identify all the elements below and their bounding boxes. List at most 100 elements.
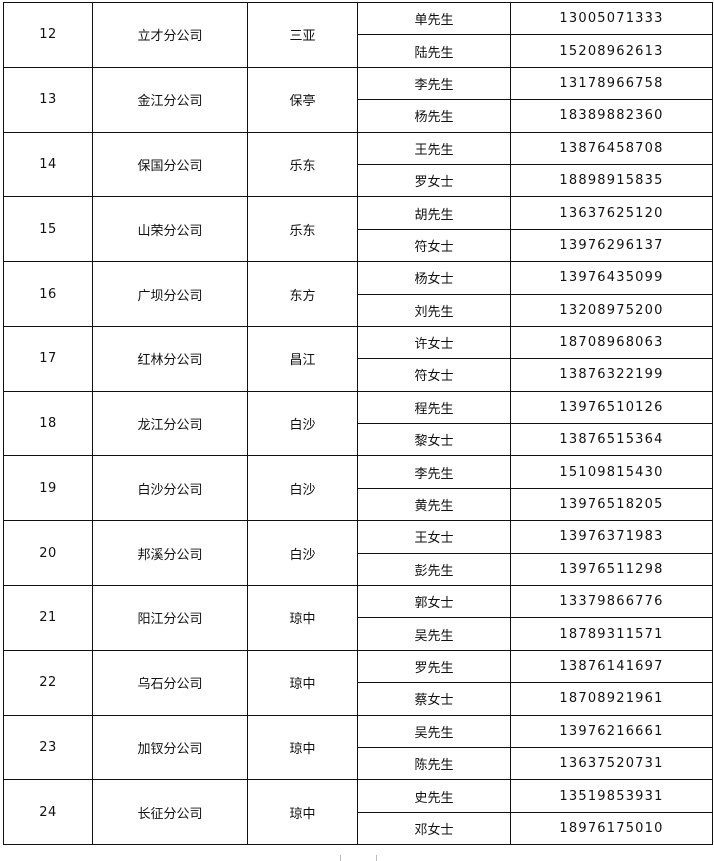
contact-phone: 13876322199 (510, 358, 713, 392)
contact-phone: 13976518205 (510, 487, 713, 522)
branch-name: 阳江分公司 (92, 585, 248, 651)
row-number: 17 (3, 325, 93, 392)
table-row: 18 龙江分公司 白沙 程先生 13976510126 (3, 390, 713, 457)
contact-name: 郭女士 (357, 585, 511, 619)
contact-name: 罗先生 (357, 649, 511, 684)
region: 保亭 (247, 66, 358, 133)
region: 三亚 (247, 2, 358, 68)
contact-name: 史先生 (357, 779, 511, 813)
region: 乐东 (247, 196, 358, 263)
branch-name: 立才分公司 (92, 2, 248, 68)
table-row: 刘先生 13208975200 (4, 293, 713, 327)
branch-name: 长征分公司 (92, 779, 248, 846)
table-row: 12 立才分公司 三亚 单先生 13005071333 (3, 1, 713, 68)
row-number: 19 (3, 455, 93, 522)
contact-name: 黄先生 (357, 487, 511, 522)
contact-phone: 13876458708 (510, 131, 713, 165)
table-row: 吴先生 18789311571 (4, 617, 713, 651)
table-row: 彭先生 13976511298 (4, 552, 713, 587)
region: 乐东 (247, 131, 358, 198)
contact-name: 罗女士 (357, 163, 511, 198)
branch-name: 保国分公司 (92, 131, 248, 198)
region: 琼中 (247, 714, 358, 781)
table-row: 杨先生 18389882360 (4, 99, 713, 133)
branch-name: 邦溪分公司 (92, 520, 248, 587)
table-row: 罗女士 18898915835 (4, 163, 713, 198)
row-number: 18 (3, 390, 93, 457)
table-row: 黄先生 13976518205 (4, 487, 713, 522)
contact-name: 杨先生 (357, 99, 511, 133)
table-row: 23 加钗分公司 琼中 吴先生 13976216661 (3, 714, 713, 781)
contact-name: 单先生 (357, 1, 511, 36)
table-row: 陈先生 13637520731 (4, 746, 713, 781)
region: 东方 (247, 261, 358, 327)
contact-name: 王女士 (357, 520, 511, 554)
contact-name: 胡先生 (357, 196, 511, 230)
table-row: 24 长征分公司 琼中 史先生 13519853931 (3, 779, 713, 846)
table-row: 符女士 13976296137 (4, 228, 713, 263)
branch-name: 广坝分公司 (92, 261, 248, 327)
row-number: 16 (3, 261, 93, 327)
branch-name: 金江分公司 (92, 66, 248, 133)
contact-name: 蔡女士 (357, 682, 511, 716)
contact-phone: 13876515364 (510, 423, 713, 457)
region: 琼中 (247, 779, 358, 846)
contact-phone: 13976216661 (510, 714, 713, 748)
contact-phone: 13976511298 (510, 552, 713, 587)
contact-phone: 13208975200 (510, 293, 713, 327)
contact-name: 吴先生 (357, 617, 511, 651)
contact-name: 陆先生 (357, 34, 511, 68)
table-row: 黎女士 13876515364 (4, 423, 713, 457)
row-number: 21 (3, 585, 93, 651)
contact-name: 黎女士 (357, 423, 511, 457)
contact-phone: 13379866776 (510, 585, 713, 619)
contact-name: 杨女士 (357, 261, 511, 295)
table-row: 邓女士 18976175010 (4, 811, 713, 846)
contact-phone: 15208962613 (510, 34, 713, 68)
branch-name: 山荣分公司 (92, 196, 248, 263)
row-number: 13 (3, 66, 93, 133)
contact-phone: 13005071333 (510, 1, 713, 36)
contact-phone: 13976296137 (510, 228, 713, 263)
contact-phone: 18898915835 (510, 163, 713, 198)
region: 白沙 (247, 520, 358, 587)
contact-phone: 13976510126 (510, 390, 713, 425)
table-row: 17 红林分公司 昌江 许女士 18708968063 (3, 325, 713, 392)
contact-phone: 13976435099 (510, 261, 713, 295)
contact-name: 邓女士 (357, 811, 511, 846)
contact-name: 李先生 (357, 66, 511, 101)
branch-name: 加钗分公司 (92, 714, 248, 781)
row-number: 23 (3, 714, 93, 781)
row-number: 15 (3, 196, 93, 263)
contact-phone: 15109815430 (510, 455, 713, 489)
row-number: 14 (3, 131, 93, 198)
region: 白沙 (247, 455, 358, 522)
branch-contact-table: 12 立才分公司 三亚 单先生 13005071333 陆先生 15208962613 13 金… (3, 1, 713, 846)
table-row: 19 白沙分公司 白沙 李先生 15109815430 (3, 455, 713, 522)
contact-phone: 13178966758 (510, 66, 713, 101)
region: 白沙 (247, 390, 358, 457)
row-number: 12 (3, 2, 93, 68)
scroll-indicator (340, 855, 377, 861)
region: 琼中 (247, 649, 358, 716)
contact-phone: 13976371983 (510, 520, 713, 554)
contact-name: 彭先生 (357, 552, 511, 587)
contact-phone: 18708921961 (510, 682, 713, 716)
table-row: 16 广坝分公司 东方 杨女士 13976435099 (3, 261, 713, 327)
row-number: 24 (3, 779, 93, 846)
table-row: 22 乌石分公司 琼中 罗先生 13876141697 (3, 649, 713, 716)
table-row: 21 阳江分公司 琼中 郭女士 13379866776 (3, 585, 713, 651)
table-row: 14 保国分公司 乐东 王先生 13876458708 (3, 131, 713, 198)
contact-phone: 13637625120 (510, 196, 713, 230)
row-number: 20 (3, 520, 93, 587)
contact-name: 许女士 (357, 325, 511, 360)
contact-phone: 13876141697 (510, 649, 713, 684)
contact-name: 王先生 (357, 131, 511, 165)
table-row: 13 金江分公司 保亭 李先生 13178966758 (3, 66, 713, 133)
table-row: 20 邦溪分公司 白沙 王女士 13976371983 (3, 520, 713, 587)
table-row: 符女士 13876322199 (4, 358, 713, 392)
table-row: 15 山荣分公司 乐东 胡先生 13637625120 (3, 196, 713, 263)
contact-name: 李先生 (357, 455, 511, 489)
table-row: 陆先生 15208962613 (4, 34, 713, 68)
region: 昌江 (247, 325, 358, 392)
